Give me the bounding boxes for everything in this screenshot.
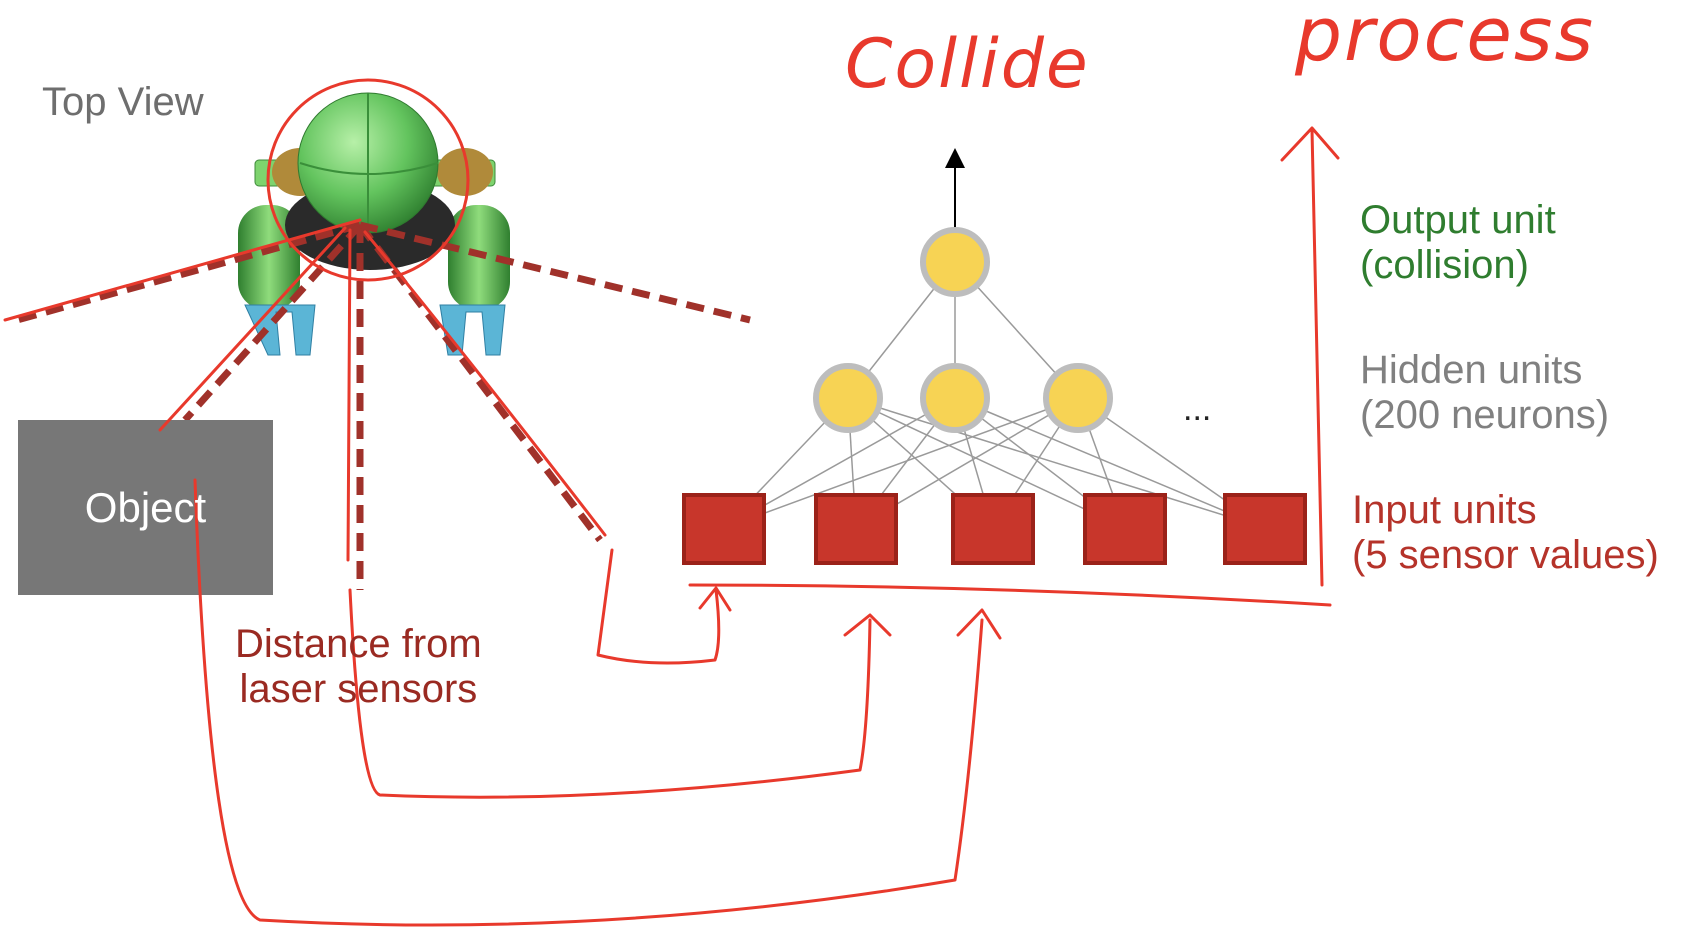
input-unit bbox=[951, 493, 1035, 565]
handwritten-collide: Collide bbox=[845, 25, 1090, 104]
top-view-label: Top View bbox=[42, 80, 204, 124]
object-label: Object bbox=[84, 483, 207, 531]
laser-beams bbox=[9, 221, 751, 590]
arrow-curve-1 bbox=[596, 548, 732, 665]
hidden-label-line1: Hidden units bbox=[1360, 348, 1583, 392]
handwritten-process: process bbox=[1295, 0, 1595, 78]
hidden-units-label: Hidden units (200 neurons) bbox=[1360, 348, 1609, 438]
hidden-label-line2: (200 neurons) bbox=[1360, 392, 1610, 437]
output-label-line2: (collision) bbox=[1360, 242, 1529, 287]
robot-shoulder-right bbox=[437, 148, 493, 196]
laser-trace-1 bbox=[3, 218, 362, 322]
laser-beam-2 bbox=[182, 222, 363, 423]
more-hidden-units-ellipsis: ... bbox=[1183, 390, 1212, 428]
laser-trace-2 bbox=[158, 226, 347, 432]
arrow-curve-2 bbox=[348, 588, 892, 799]
process-arrow bbox=[1280, 126, 1340, 587]
input-label-line1: Input units bbox=[1352, 488, 1537, 532]
hidden-neuron bbox=[920, 363, 990, 433]
input-label-line2: (5 sensor values) bbox=[1352, 532, 1659, 577]
input-units-label: Input units (5 sensor values) bbox=[1352, 488, 1659, 578]
input-unit bbox=[1223, 493, 1307, 565]
output-label-line1: Output unit bbox=[1360, 198, 1556, 242]
robot-circle-mark bbox=[266, 78, 470, 282]
robot-gripper-right bbox=[439, 304, 506, 356]
input-unit bbox=[682, 493, 766, 565]
robot-arm-left bbox=[238, 205, 300, 310]
input-underline bbox=[688, 583, 1332, 607]
laser-trace-3 bbox=[346, 228, 352, 562]
input-unit bbox=[814, 493, 898, 565]
laser-beam-5 bbox=[359, 221, 751, 324]
arrow-curve-3 bbox=[193, 478, 1002, 927]
laser-beam-4 bbox=[357, 222, 603, 543]
distance-label: Distance from laser sensors bbox=[235, 622, 482, 712]
output-neuron bbox=[920, 227, 990, 297]
laser-trace-4 bbox=[363, 230, 607, 537]
object-box bbox=[18, 420, 273, 595]
hidden-neuron bbox=[1043, 363, 1113, 433]
distance-label-line1: Distance from bbox=[235, 622, 482, 666]
input-unit bbox=[1083, 493, 1167, 565]
distance-label-line2: laser sensors bbox=[239, 666, 478, 711]
hidden-neuron bbox=[813, 363, 883, 433]
laser-beam-1 bbox=[9, 221, 361, 326]
output-unit-label: Output unit (collision) bbox=[1360, 198, 1556, 288]
handwritten-annotations bbox=[3, 78, 1340, 927]
